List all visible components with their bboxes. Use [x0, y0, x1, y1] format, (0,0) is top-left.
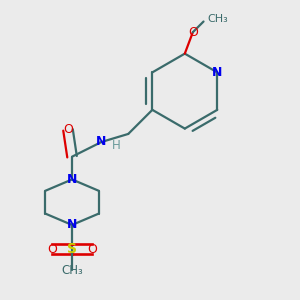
- Text: O: O: [87, 242, 97, 256]
- Text: O: O: [188, 26, 198, 39]
- Text: N: N: [67, 218, 77, 231]
- Text: N: N: [212, 66, 222, 79]
- Text: H: H: [112, 140, 121, 152]
- Text: CH₃: CH₃: [61, 264, 83, 277]
- Text: S: S: [67, 242, 77, 256]
- Text: O: O: [63, 123, 73, 136]
- Text: N: N: [67, 173, 77, 186]
- Text: O: O: [47, 242, 57, 256]
- Text: CH₃: CH₃: [208, 14, 228, 24]
- Text: N: N: [96, 136, 107, 148]
